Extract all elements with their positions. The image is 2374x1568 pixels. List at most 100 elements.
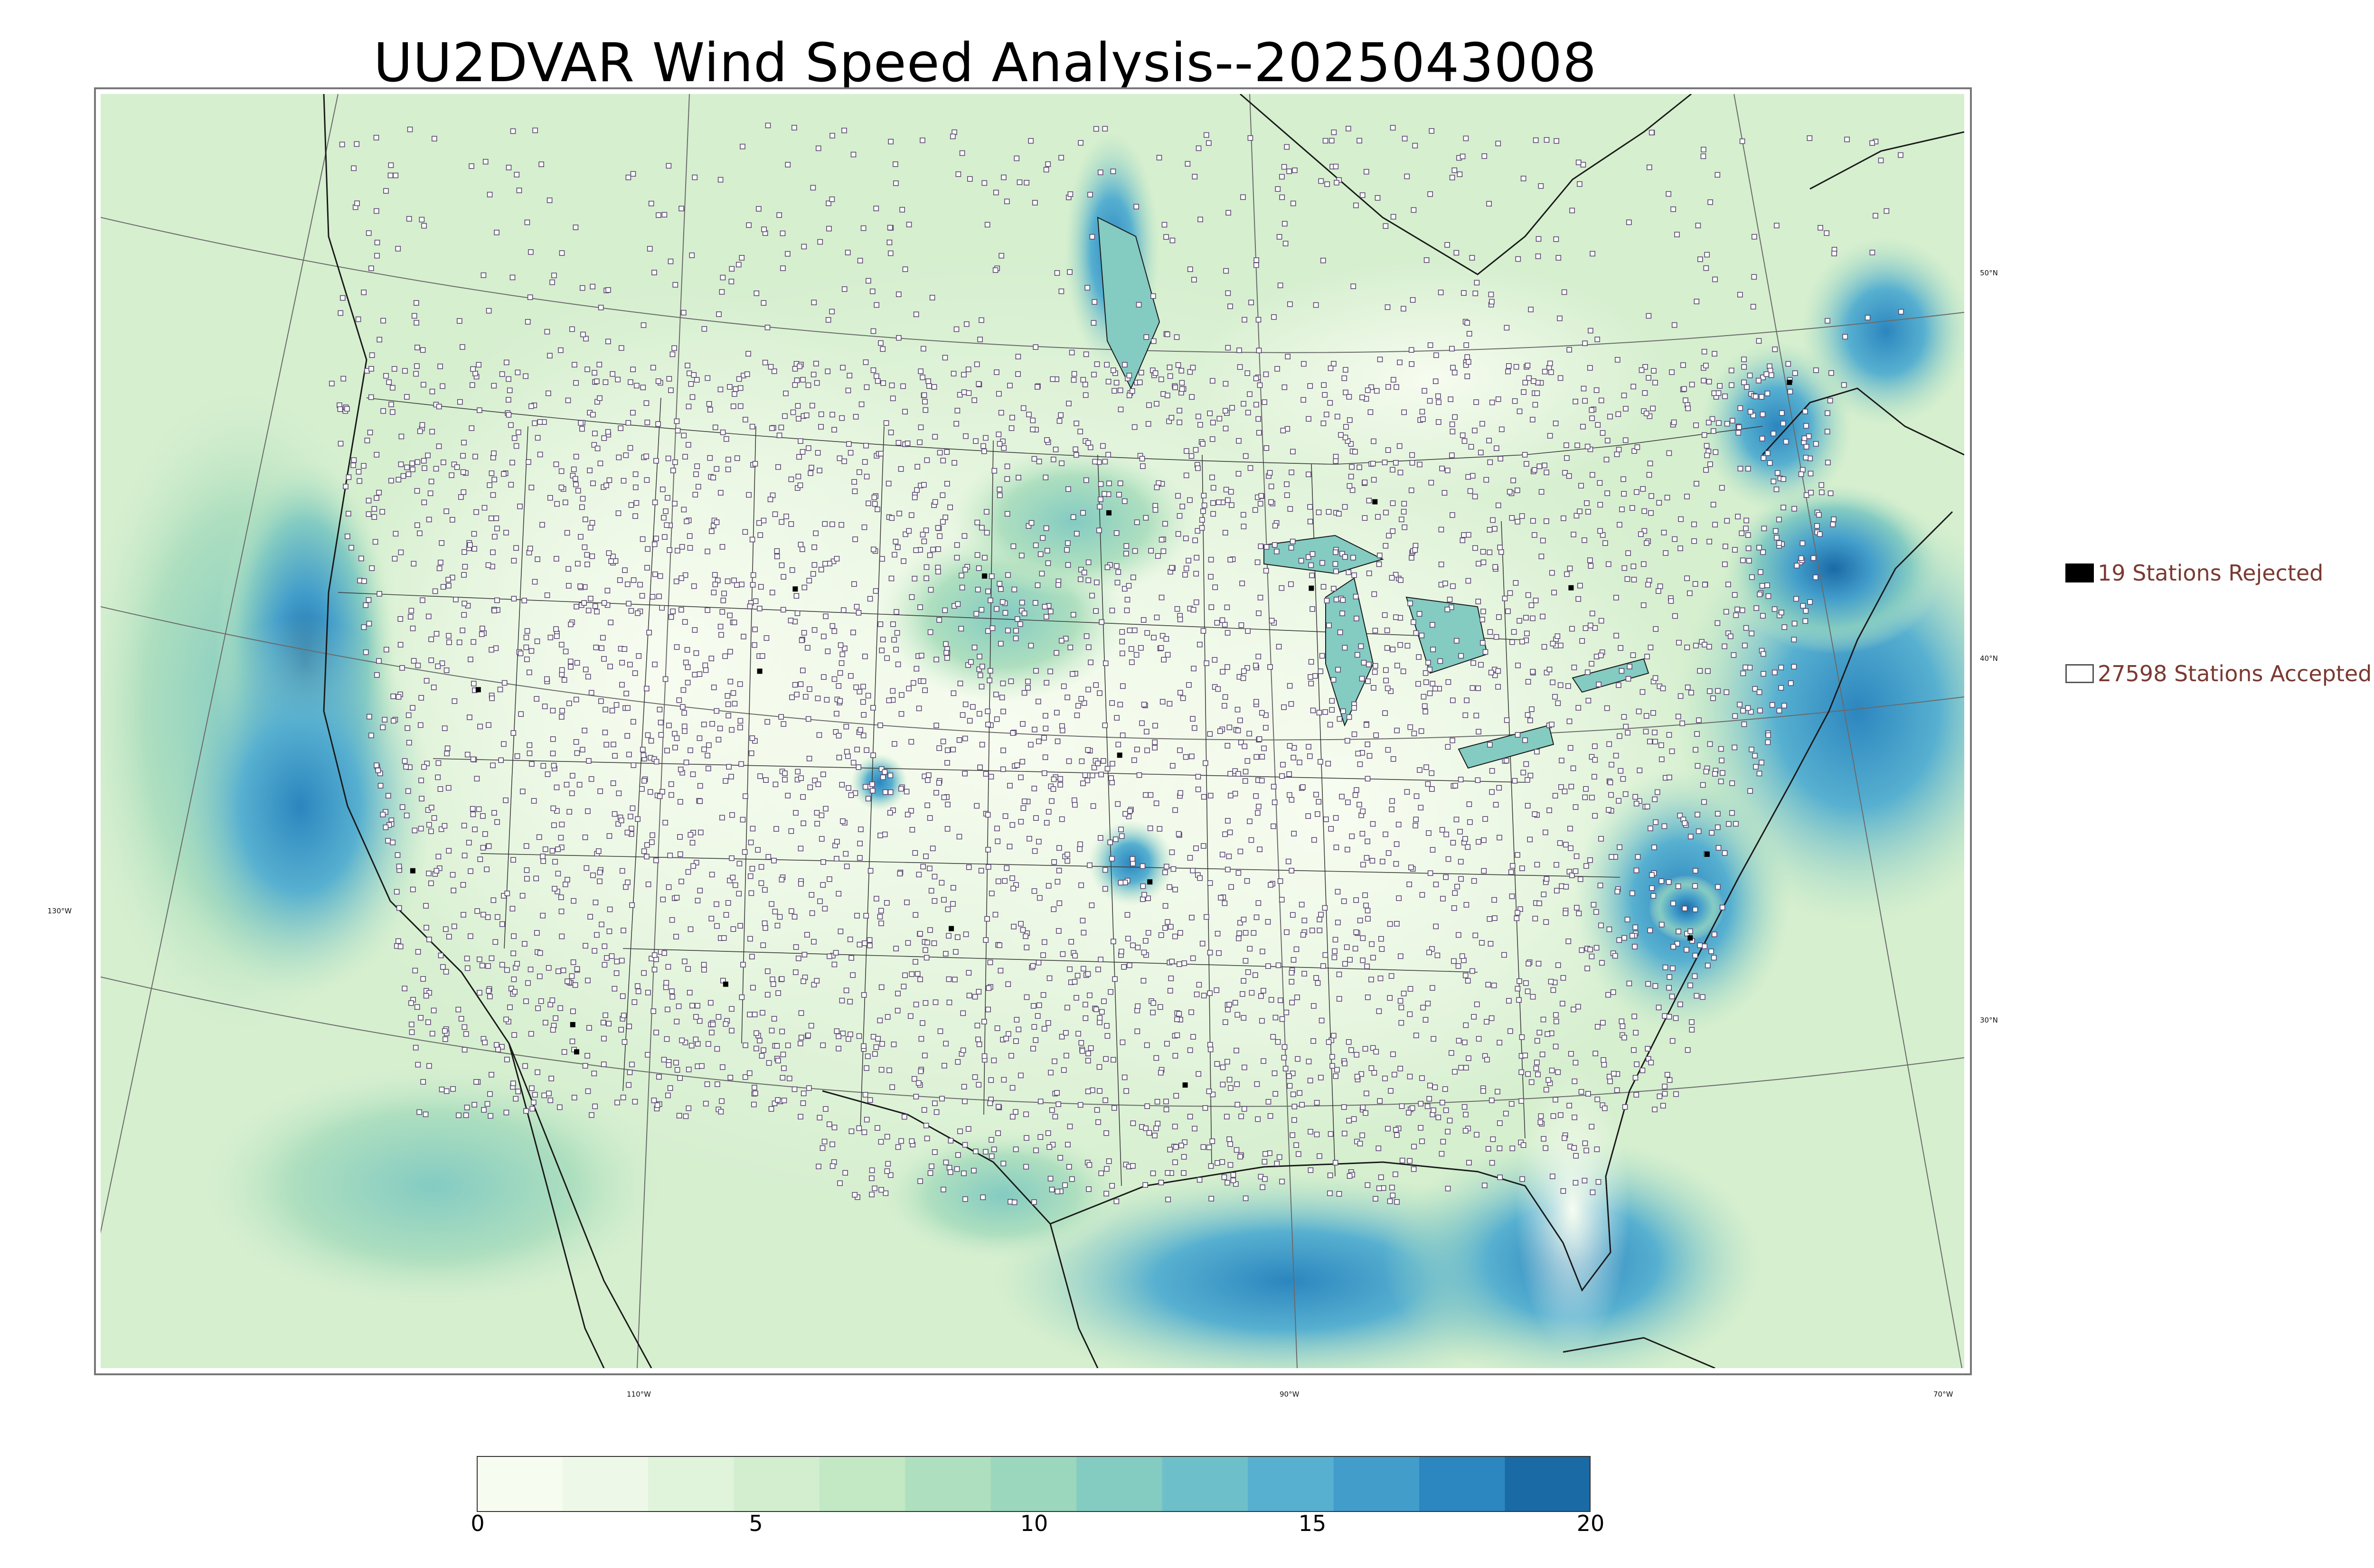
station-accepted-marker: [653, 857, 659, 864]
station-accepted-marker: [1407, 724, 1413, 730]
station-accepted-marker: [914, 971, 921, 977]
station-accepted-marker: [1298, 558, 1304, 564]
station-accepted-marker: [846, 441, 852, 447]
station-accepted-marker: [547, 635, 554, 640]
station-accepted-marker: [1634, 1061, 1639, 1067]
station-accepted-marker: [890, 621, 896, 627]
station-accepted-marker: [1519, 1034, 1525, 1040]
station-accepted-marker: [1648, 510, 1654, 516]
station-accepted-marker: [1119, 629, 1125, 635]
station-accepted-marker: [1830, 521, 1836, 527]
station-accepted-marker: [1223, 1019, 1228, 1025]
station-accepted-marker: [668, 781, 674, 787]
station-accepted-marker: [532, 127, 538, 133]
station-accepted-marker: [961, 372, 967, 378]
station-accepted-marker: [865, 1053, 871, 1059]
station-accepted-marker: [902, 409, 908, 415]
station-accepted-marker: [629, 902, 635, 908]
station-accepted-marker: [1465, 978, 1471, 984]
station-accepted-marker: [1208, 1196, 1214, 1202]
station-accepted-marker: [737, 718, 744, 724]
station-accepted-marker: [601, 600, 607, 606]
station-accepted-marker: [1127, 962, 1132, 968]
station-accepted-marker: [716, 311, 722, 317]
station-accepted-marker: [1158, 1070, 1164, 1076]
station-accepted-marker: [1482, 649, 1488, 655]
station-accepted-marker: [712, 572, 718, 578]
station-accepted-marker: [649, 839, 655, 845]
station-accepted-marker: [455, 1006, 462, 1013]
station-accepted-marker: [1641, 508, 1647, 514]
wind-speed-map[interactable]: [101, 94, 1964, 1368]
station-accepted-marker: [1288, 701, 1294, 707]
station-accepted-marker: [1242, 317, 1247, 323]
station-accepted-marker: [1667, 1077, 1673, 1083]
station-accepted-marker: [1152, 723, 1158, 729]
station-accepted-marker: [1532, 916, 1538, 921]
station-accepted-marker: [1685, 405, 1691, 412]
station-accepted-marker: [1354, 787, 1359, 793]
station-accepted-marker: [1013, 1146, 1019, 1152]
station-rejected-marker: [1309, 585, 1314, 591]
station-accepted-marker: [831, 628, 838, 634]
station-accepted-marker: [1489, 1098, 1495, 1103]
station-accepted-marker: [689, 840, 696, 845]
station-accepted-marker: [398, 549, 404, 555]
station-accepted-marker: [1186, 682, 1192, 688]
station-accepted-marker: [1306, 416, 1311, 422]
station-accepted-marker: [1339, 610, 1345, 616]
station-accepted-marker: [1456, 1038, 1462, 1044]
station-accepted-marker: [979, 684, 985, 690]
station-accepted-marker: [565, 566, 571, 572]
station-accepted-marker: [1666, 732, 1672, 738]
station-accepted-marker: [413, 1045, 419, 1051]
station-accepted-marker: [736, 376, 742, 382]
station-accepted-marker: [513, 1096, 519, 1102]
station-accepted-marker: [1399, 1157, 1405, 1164]
station-accepted-marker: [687, 990, 693, 995]
station-accepted-marker: [1636, 708, 1642, 714]
station-accepted-marker: [1584, 966, 1590, 971]
station-accepted-marker: [864, 1065, 869, 1071]
station-accepted-marker: [1113, 836, 1119, 842]
station-accepted-marker: [1256, 430, 1262, 436]
station-accepted-marker: [1031, 786, 1037, 791]
station-accepted-marker: [1102, 886, 1108, 892]
station-accepted-marker: [1646, 313, 1652, 319]
station-accepted-marker: [1030, 963, 1036, 969]
station-accepted-marker: [1588, 328, 1593, 334]
station-accepted-marker: [854, 604, 860, 610]
station-accepted-marker: [754, 290, 760, 296]
station-accepted-marker: [1445, 856, 1451, 862]
station-accepted-marker: [556, 1104, 563, 1110]
station-accepted-marker: [1212, 584, 1218, 590]
station-accepted-marker: [1279, 1179, 1285, 1184]
station-accepted-marker: [1575, 160, 1582, 165]
station-accepted-marker: [1342, 961, 1348, 967]
station-accepted-marker: [943, 1041, 949, 1047]
station-accepted-marker: [1544, 669, 1550, 676]
station-accepted-marker: [1460, 432, 1466, 438]
station-accepted-marker: [1577, 582, 1583, 589]
station-accepted-marker: [1324, 181, 1330, 187]
station-accepted-marker: [1515, 519, 1520, 525]
station-accepted-marker: [1543, 1145, 1548, 1151]
station-accepted-marker: [966, 970, 972, 976]
station-accepted-marker: [673, 934, 679, 939]
station-accepted-marker: [1110, 169, 1116, 174]
station-accepted-marker: [889, 515, 895, 521]
station-accepted-marker: [1429, 946, 1435, 952]
station-accepted-marker: [924, 457, 930, 463]
station-accepted-marker: [1700, 782, 1706, 788]
station-accepted-marker: [1473, 713, 1479, 719]
station-accepted-marker: [954, 542, 960, 548]
station-accepted-marker: [957, 1128, 963, 1134]
station-accepted-marker: [1077, 429, 1083, 434]
station-accepted-marker: [1394, 663, 1400, 668]
station-accepted-marker: [1320, 584, 1327, 590]
station-accepted-marker: [863, 784, 868, 790]
station-accepted-marker: [1336, 971, 1342, 977]
station-accepted-marker: [1740, 708, 1746, 714]
station-accepted-marker: [1278, 997, 1283, 1003]
station-accepted-marker: [757, 532, 763, 538]
